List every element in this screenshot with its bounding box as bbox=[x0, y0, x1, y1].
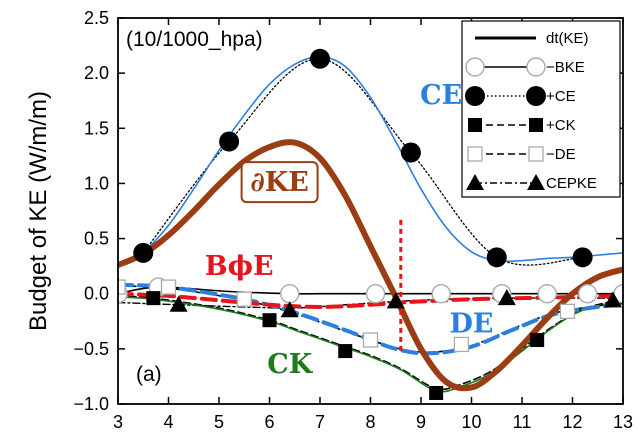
legend-label-dt-ke: dt(KE) bbox=[546, 30, 589, 47]
data-point-bke bbox=[537, 284, 557, 304]
legend-label-ck: +CK bbox=[546, 117, 576, 134]
series-line-b-e bbox=[118, 291, 623, 309]
panel-title: (10/1000_hpa) bbox=[126, 28, 263, 51]
legend-marker-ck bbox=[529, 118, 543, 132]
legend-marker-de bbox=[528, 146, 544, 162]
data-point-ck bbox=[146, 291, 161, 306]
data-point-ce bbox=[310, 48, 330, 69]
data-point-ck bbox=[262, 313, 277, 328]
x-tick-label: 3 bbox=[113, 412, 123, 432]
data-point-de bbox=[453, 336, 470, 353]
annotation-b-e: BϕE bbox=[205, 251, 274, 282]
data-point-ck bbox=[429, 385, 444, 400]
legend-marker-bke bbox=[465, 57, 485, 77]
data-point-ce bbox=[572, 247, 593, 268]
plot-frame bbox=[117, 17, 624, 405]
data-point-de bbox=[118, 279, 126, 295]
series-line-ke bbox=[118, 139, 623, 392]
data-point-cepke bbox=[497, 289, 516, 306]
x-tick-label: 8 bbox=[365, 412, 375, 432]
annotation-ke: ∂KE bbox=[250, 167, 308, 198]
data-point-de bbox=[160, 279, 177, 295]
legend-box bbox=[461, 20, 621, 198]
data-point-bke bbox=[577, 284, 598, 304]
panel-label: (a) bbox=[136, 363, 162, 386]
legend-marker-bke bbox=[526, 57, 546, 77]
data-point-ce bbox=[400, 142, 421, 163]
annotation-de: DE bbox=[450, 308, 494, 339]
marker-layer bbox=[118, 48, 623, 400]
series-line-ck bbox=[118, 295, 623, 391]
legend-marker-ce bbox=[526, 86, 546, 106]
y-tick-label: 2.0 bbox=[84, 63, 109, 83]
legend-marker-cepke bbox=[527, 174, 545, 190]
annotation-box bbox=[240, 161, 319, 204]
y-tick-label: 0.0 bbox=[84, 284, 109, 304]
tick-labels: 3 4 5 6 7 8 9 10 11 12 13 2.5 2.0 1.5 1.0 0.5 0.0 −0.5 −1.… bbox=[73, 8, 633, 432]
x-tick-label: 4 bbox=[163, 412, 173, 432]
legend: dt(KE) −BKE +CE +CK −DE CEPKE bbox=[461, 20, 621, 198]
x-tick-label: 6 bbox=[264, 412, 274, 432]
legend-label-cepke: CEPKE bbox=[546, 175, 597, 192]
legend-marker-cepke bbox=[466, 174, 484, 190]
data-point-cepke bbox=[386, 292, 405, 309]
legend-label-bke: −BKE bbox=[546, 59, 585, 76]
data-point-bke bbox=[280, 284, 300, 304]
data-point-cepke bbox=[603, 291, 622, 308]
legend-marker-de bbox=[467, 146, 483, 162]
y-tick-label: −0.5 bbox=[73, 339, 109, 359]
data-point-cepke bbox=[280, 301, 299, 318]
legend-label-de: −DE bbox=[546, 146, 576, 163]
y-tick-label: −1.0 bbox=[73, 394, 109, 414]
x-tick-label: 11 bbox=[513, 412, 532, 432]
data-point-cepke bbox=[169, 295, 188, 312]
x-tick-label: 12 bbox=[562, 412, 582, 432]
annotation-ck: CK bbox=[267, 349, 313, 380]
x-tick-label: 9 bbox=[416, 412, 426, 432]
data-point-de bbox=[236, 291, 252, 307]
x-tick-label: 5 bbox=[214, 412, 224, 432]
x-tick-label: 13 bbox=[613, 412, 633, 432]
x-tick-label: 7 bbox=[315, 412, 325, 432]
data-point-ce bbox=[133, 242, 154, 263]
y-tick-label: 1.0 bbox=[84, 173, 109, 193]
x-tick-label: 10 bbox=[461, 412, 481, 432]
series-line-ce bbox=[118, 55, 623, 265]
legend-label-ce: +CE bbox=[546, 88, 576, 105]
legend-marker-ck bbox=[468, 118, 482, 132]
data-point-ce bbox=[219, 131, 240, 152]
y-tick-label: 2.5 bbox=[84, 8, 109, 28]
y-tick-label: 0.5 bbox=[84, 229, 109, 249]
y-axis-label: Budget of KE (W/m/m) bbox=[25, 91, 52, 331]
data-point-de bbox=[362, 332, 379, 348]
annotation-ce: CE bbox=[420, 80, 462, 111]
data-point-ck bbox=[530, 333, 545, 348]
data-point-bke bbox=[431, 284, 451, 304]
y-tick-label: 1.5 bbox=[84, 118, 109, 138]
data-point-de bbox=[559, 303, 576, 320]
data-point-bke bbox=[365, 284, 386, 304]
data-point-ck bbox=[338, 344, 353, 359]
data-point-ce bbox=[486, 247, 507, 268]
annotations: CE ∂KE BϕE DE CK bbox=[205, 80, 494, 380]
legend-marker-ce bbox=[465, 86, 485, 106]
